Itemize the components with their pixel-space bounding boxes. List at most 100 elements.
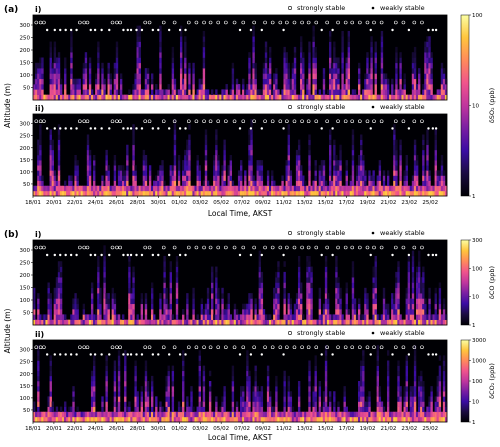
- heatmap-cell: [161, 165, 164, 171]
- heatmap-cell: [424, 89, 427, 95]
- heatmap-cell: [227, 298, 230, 305]
- heatmap-cell: [355, 170, 359, 176]
- heatmap-cell: [403, 78, 406, 85]
- heatmap-cell: [233, 411, 237, 418]
- heatmap-cell: [424, 52, 427, 58]
- heatmap-cell: [438, 370, 442, 377]
- heatmap-cell: [339, 287, 342, 294]
- heatmap-cell: [424, 73, 427, 80]
- heatmap-cell: [136, 396, 139, 402]
- heatmap-cell: [320, 319, 324, 326]
- weakly-stable-marker: [75, 353, 78, 356]
- heatmap-cell: [175, 261, 179, 267]
- heatmap-cell: [45, 319, 48, 326]
- heatmap-cell: [184, 68, 187, 74]
- heatmap-cell: [138, 411, 141, 418]
- x-tick-label: 21/02: [381, 200, 397, 206]
- y-tick-label: 150: [20, 286, 31, 292]
- heatmap-cell: [424, 84, 427, 90]
- heatmap-cell: [337, 180, 340, 187]
- heatmap-cell: [155, 416, 158, 423]
- heatmap-cell: [420, 386, 423, 392]
- heatmap-cell: [434, 396, 437, 402]
- heatmap-cell: [167, 319, 170, 326]
- heatmap-cell: [144, 314, 148, 320]
- heatmap-cell: [167, 190, 170, 197]
- heatmap-cell: [37, 350, 40, 356]
- heatmap-cell: [204, 314, 208, 320]
- heatmap-cell: [165, 185, 168, 192]
- heatmap-cell: [386, 350, 390, 356]
- heatmap-cell: [411, 68, 415, 74]
- heatmap-cell: [70, 41, 73, 48]
- heatmap-cell: [322, 406, 326, 413]
- heatmap-cell: [130, 287, 133, 294]
- heatmap-cell: [335, 303, 338, 310]
- heatmap-cell: [39, 170, 42, 176]
- heatmap-cell: [254, 185, 257, 192]
- heatmap-cell: [229, 319, 233, 326]
- heatmap-cell: [362, 365, 365, 372]
- heatmap-cell: [289, 309, 293, 315]
- heatmap-cell: [142, 175, 146, 181]
- heatmap-cell: [128, 287, 131, 294]
- heatmap-cell: [424, 309, 427, 315]
- heatmap-cell: [399, 401, 402, 407]
- heatmap-cell: [198, 416, 201, 423]
- heatmap-cell: [43, 185, 46, 192]
- heatmap-cell: [144, 155, 148, 161]
- heatmap-cell: [167, 406, 170, 413]
- heatmap-cell: [378, 319, 382, 326]
- heatmap-cell: [360, 416, 363, 423]
- legend-strong-symbol: [287, 231, 292, 236]
- heatmap-cell: [188, 170, 191, 176]
- heatmap-cell: [252, 73, 255, 80]
- weakly-stable-marker: [126, 127, 129, 130]
- heatmap-cell: [413, 160, 417, 166]
- heatmap-cell: [324, 391, 328, 397]
- heatmap-cell: [331, 416, 334, 423]
- heatmap-cell: [418, 401, 421, 407]
- heatmap-cell: [35, 416, 38, 423]
- heatmap-cell: [420, 375, 423, 382]
- heatmap-cell: [111, 416, 115, 423]
- heatmap-cell: [393, 319, 396, 326]
- heatmap-cell: [434, 190, 437, 197]
- heatmap-cell: [64, 94, 67, 101]
- heatmap-cell: [297, 160, 301, 166]
- heatmap-cell: [422, 298, 425, 305]
- heatmap-cell: [285, 78, 288, 85]
- heatmap-cell: [386, 375, 390, 382]
- heatmap-cell: [364, 170, 367, 176]
- strongly-stable-marker: [232, 345, 237, 350]
- heatmap-cell: [258, 180, 261, 187]
- heatmap-cell: [320, 180, 324, 187]
- heatmap-cell: [395, 139, 398, 146]
- heatmap-cell: [244, 170, 247, 176]
- heatmap-cell: [55, 411, 59, 418]
- heatmap-cell: [74, 411, 77, 418]
- heatmap-cell: [105, 309, 108, 315]
- strongly-stable-marker: [85, 119, 90, 124]
- heatmap-cell: [333, 160, 336, 166]
- weakly-stable-marker: [427, 127, 430, 130]
- heatmap-cell: [370, 319, 373, 326]
- heatmap-cell: [268, 406, 272, 413]
- heatmap-cell: [246, 406, 249, 413]
- heatmap-cell: [438, 365, 442, 372]
- weakly-stable-marker: [260, 28, 263, 32]
- heatmap-cell: [351, 185, 355, 192]
- heatmap-cell: [438, 391, 442, 397]
- heatmap-cell: [314, 52, 317, 58]
- heatmap-cell: [403, 319, 406, 326]
- heatmap-cell: [310, 298, 313, 305]
- heatmap-cell: [335, 319, 338, 326]
- heatmap-cell: [47, 298, 50, 305]
- heatmap-cell: [47, 94, 50, 101]
- weakly-stable-marker: [157, 127, 160, 130]
- heatmap-cell: [119, 411, 123, 418]
- heatmap-cell: [204, 139, 208, 146]
- heatmap-cell: [302, 52, 305, 58]
- heatmap-cell: [440, 319, 444, 326]
- heatmap-cell: [424, 298, 427, 305]
